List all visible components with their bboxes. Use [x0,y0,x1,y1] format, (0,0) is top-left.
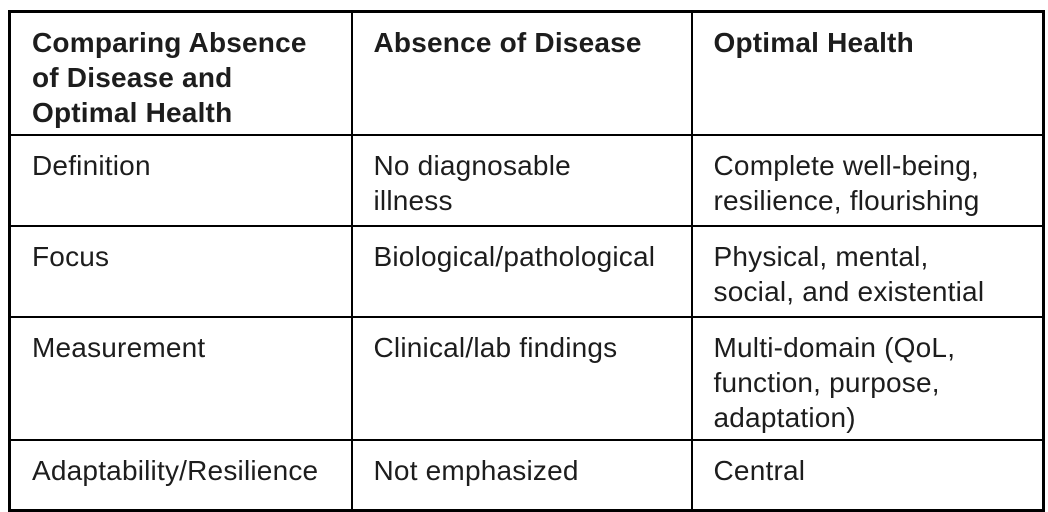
header-row: Comparing Absence of Disease and Optimal… [8,10,1045,136]
col-header-absence-of-disease: Absence of Disease [350,10,693,136]
cell-measurement-absence: Clinical/lab findings [350,316,693,441]
table-row-focus: Focus Biological/pathological Physical, … [8,225,1045,318]
col-header-optimal-health: Optimal Health [690,10,1045,136]
cell-focus-optimal: Physical, mental, social, and existentia… [690,225,1045,318]
comparison-table-container: Comparing Absence of Disease and Optimal… [8,10,1045,512]
row-label-measurement: Measurement [8,316,353,441]
comparison-table: Comparing Absence of Disease and Optimal… [8,10,1045,512]
table-title-cell: Comparing Absence of Disease and Optimal… [8,10,353,136]
cell-definition-optimal: Complete well-being, resilience, flouris… [690,134,1045,227]
row-label-focus: Focus [8,225,353,318]
table-row-definition: Definition No diagnosable illness Comple… [8,134,1045,227]
cell-focus-absence: Biological/pathological [350,225,693,318]
cell-measurement-optimal: Multi-domain (QoL, function, purpose, ad… [690,316,1045,441]
table-row-adaptability-resilience: Adaptability/Resilience Not emphasized C… [8,439,1045,511]
cell-adaptability-absence: Not emphasized [350,439,693,511]
row-label-definition: Definition [8,134,353,227]
table-row-measurement: Measurement Clinical/lab findings Multi-… [8,316,1045,441]
cell-adaptability-optimal: Central [690,439,1045,511]
row-label-adaptability-resilience: Adaptability/Resilience [8,439,353,511]
cell-definition-absence: No diagnosable illness [350,134,693,227]
